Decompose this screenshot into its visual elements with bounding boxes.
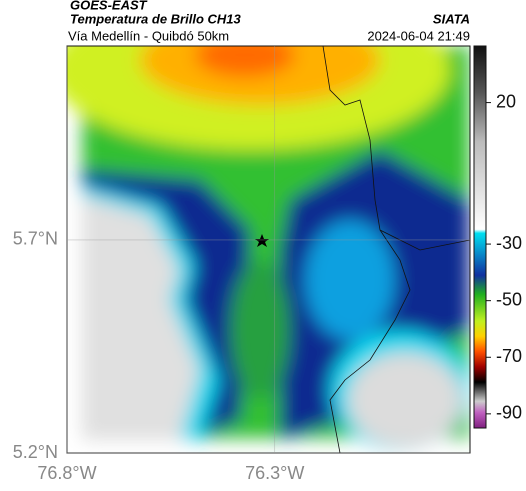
y-tick-label: 5.2°N xyxy=(13,442,58,462)
source: SIATA xyxy=(433,11,470,26)
colorbar-tick-label: 20 xyxy=(496,91,516,111)
satellite-image xyxy=(67,46,470,453)
colorbar-tick-label: -50 xyxy=(496,289,522,309)
x-tick-label: 76.8°W xyxy=(37,463,96,483)
timestamp: 2024-06-04 21:49 xyxy=(367,28,470,43)
subtitle: Temperatura de Brillo CH13 xyxy=(70,11,242,26)
colorbar-tick-label: -30 xyxy=(496,233,522,253)
title: GOES-EAST xyxy=(70,0,148,12)
x-tick-label: 76.3°W xyxy=(245,463,304,483)
y-tick-label: 5.7°N xyxy=(13,229,58,249)
colorbar xyxy=(473,45,487,429)
colorbar-tick-label: -70 xyxy=(496,346,522,366)
colorbar-tick-label: -90 xyxy=(496,403,522,423)
route: Vía Medellín - Quibdó 50km xyxy=(68,28,229,43)
